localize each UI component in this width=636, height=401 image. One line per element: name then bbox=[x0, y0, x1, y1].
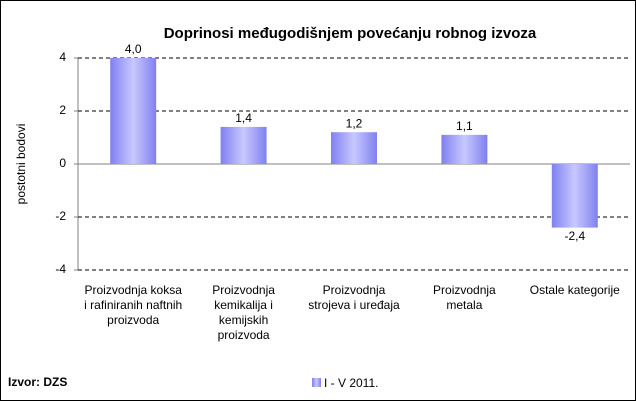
bar bbox=[441, 134, 488, 164]
bar bbox=[220, 126, 267, 164]
value-label: 1,2 bbox=[346, 116, 363, 130]
legend-swatch bbox=[312, 378, 321, 387]
x-tick-label: Proizvodnja kemikalija i kemijskih proiz… bbox=[212, 283, 275, 342]
y-tick-label: 2 bbox=[59, 103, 66, 117]
bar bbox=[110, 58, 157, 164]
chart-title: Doprinosi međugodišnjem povećanju robnog… bbox=[164, 25, 537, 42]
value-label: 1,1 bbox=[456, 119, 473, 133]
legend-label: I - V 2011. bbox=[324, 376, 378, 390]
y-tick-label: 4 bbox=[59, 50, 66, 64]
source: Izvor: DZS bbox=[8, 375, 67, 389]
y-tick-label: 0 bbox=[59, 156, 66, 170]
y-tick-label: -2 bbox=[55, 209, 66, 223]
y-axis-title: postotni bodovi bbox=[14, 124, 28, 205]
y-tick-label: -4 bbox=[55, 262, 66, 276]
x-tick-label: Ostale kategorije bbox=[529, 283, 620, 297]
x-tick-label: Proizvodnja metala bbox=[433, 283, 496, 312]
x-tick-label: Proizvodnja strojeva i uređaja bbox=[308, 283, 400, 312]
value-label: 4,0 bbox=[125, 42, 142, 56]
value-label: 1,4 bbox=[235, 111, 252, 125]
bar bbox=[331, 132, 377, 164]
x-tick-label: Proizvodnja koksa i rafiniranih naftnih … bbox=[84, 283, 183, 327]
bar bbox=[551, 164, 598, 228]
value-label: -2,4 bbox=[564, 229, 585, 243]
